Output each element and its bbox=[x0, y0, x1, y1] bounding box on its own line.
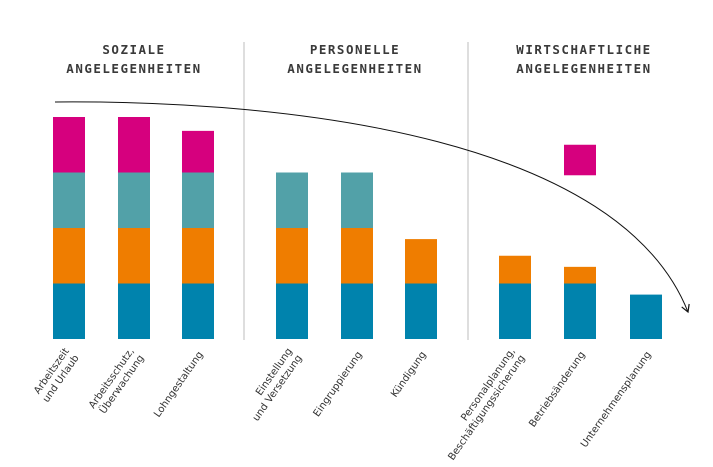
category-label-9: Unternehmensplanung bbox=[579, 350, 654, 450]
bar-level-1-cat-4 bbox=[276, 283, 308, 339]
bar-level-2-cat-5 bbox=[341, 228, 373, 284]
bar-level-2-cat-1 bbox=[53, 228, 85, 284]
bar-level-1-cat-1 bbox=[53, 283, 85, 339]
category-label-7: Personalplanung,Beschäftigungssicherung bbox=[437, 346, 528, 462]
group-title-2-line-1: PERSONELLE bbox=[310, 42, 400, 57]
bar-level-4-cat-2 bbox=[118, 117, 150, 173]
bar-level-1-cat-2 bbox=[118, 283, 150, 339]
bar-level-2-cat-6 bbox=[405, 239, 437, 284]
category-label-8: Betriebsänderung bbox=[527, 350, 587, 430]
bar-level-2-cat-7 bbox=[499, 255, 531, 284]
bar-level-2-cat-2 bbox=[118, 228, 150, 284]
bar-level-1-cat-9 bbox=[630, 294, 662, 339]
bar-level-3-cat-1 bbox=[53, 172, 85, 228]
bar-level-1-cat-5 bbox=[341, 283, 373, 339]
category-label-2: Arbeitsschutz,Überwachung bbox=[87, 346, 147, 417]
category-label-6: Kündigung bbox=[389, 350, 429, 400]
group-title-2-line-2: ANGELEGENHEITEN bbox=[287, 61, 422, 76]
bar-level-1-cat-3 bbox=[182, 283, 214, 339]
group-title-3-line-1: WIRTSCHAFTLICHE bbox=[516, 42, 651, 57]
bar-level-4-cat-1 bbox=[53, 117, 85, 173]
floating-segment-1 bbox=[564, 144, 596, 176]
group-title-1-line-1: SOZIALE bbox=[102, 42, 165, 57]
category-label-1: Arbeitszeitund Urlaub bbox=[31, 346, 82, 404]
bar-level-1-cat-8 bbox=[564, 283, 596, 339]
category-label-3: Lohngestaltung bbox=[152, 350, 206, 420]
trend-arrow bbox=[54, 101, 690, 314]
category-label-5: Eingruppierung bbox=[312, 350, 365, 419]
bar-level-3-cat-2 bbox=[118, 172, 150, 228]
bar-level-4-cat-3 bbox=[182, 130, 214, 173]
category-label-4: Einstellungund Versetzung bbox=[241, 346, 305, 423]
bar-level-2-cat-8 bbox=[564, 266, 596, 284]
bar-level-2-cat-4 bbox=[276, 228, 308, 284]
bar-level-3-cat-4 bbox=[276, 172, 308, 228]
group-title-1-line-2: ANGELEGENHEITEN bbox=[66, 61, 201, 76]
group-title-3-line-2: ANGELEGENHEITEN bbox=[516, 61, 651, 76]
bar-level-1-cat-6 bbox=[405, 283, 437, 339]
bar-level-3-cat-5 bbox=[341, 172, 373, 228]
bar-level-3-cat-3 bbox=[182, 172, 214, 228]
bar-level-2-cat-3 bbox=[182, 228, 214, 284]
bar-level-1-cat-7 bbox=[499, 283, 531, 339]
